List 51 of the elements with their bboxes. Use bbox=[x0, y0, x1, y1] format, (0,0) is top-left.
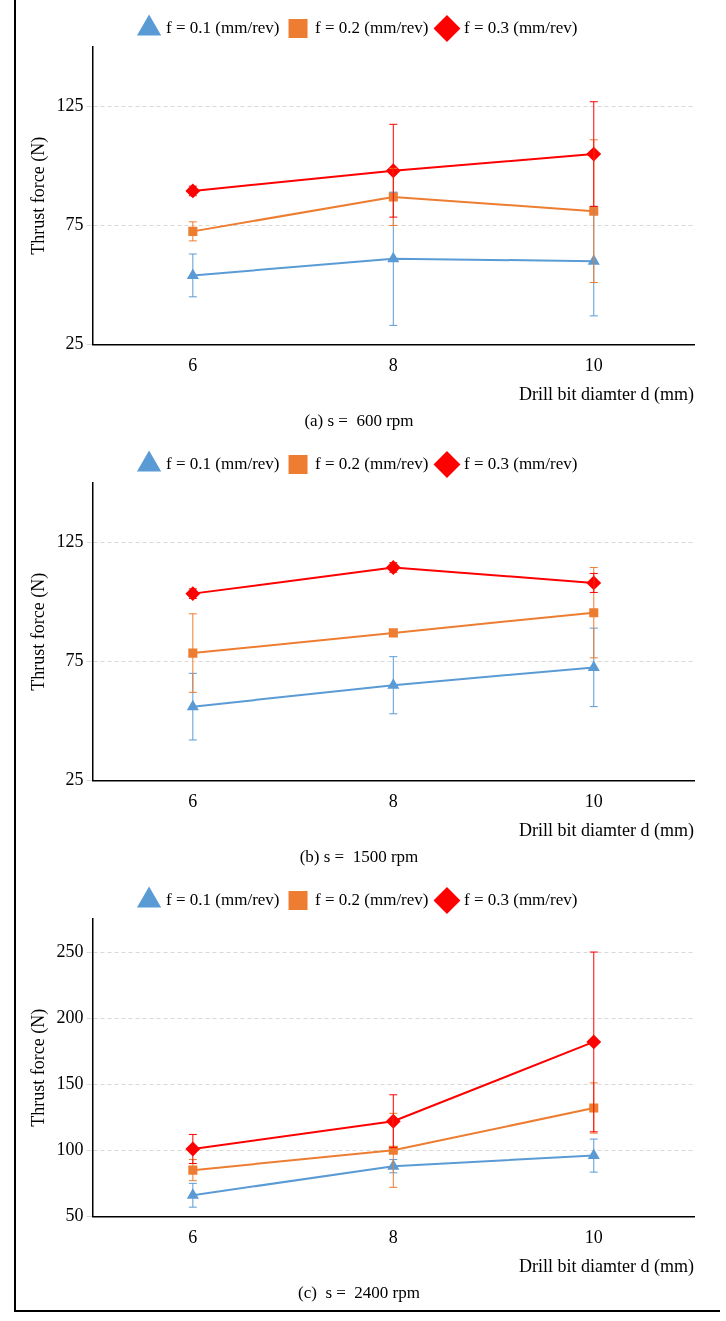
y-tick-label: 50 bbox=[65, 1205, 84, 1226]
point bbox=[187, 1189, 199, 1199]
legend-label: f = 0.1 (mm/rev) bbox=[166, 453, 280, 473]
point bbox=[185, 1141, 200, 1156]
x-tick-label: 10 bbox=[584, 790, 603, 811]
y-tick-label: 125 bbox=[56, 95, 84, 116]
y-tick-label: 200 bbox=[56, 1006, 84, 1027]
legend-label: f = 0.1 (mm/rev) bbox=[166, 889, 280, 909]
x-axis-title: Drill bit diamter d (mm) bbox=[519, 1255, 694, 1277]
x-tick-label: 8 bbox=[388, 354, 398, 375]
legend-label: f = 0.3 (mm/rev) bbox=[463, 889, 578, 909]
legend-label: f = 0.3 (mm/rev) bbox=[463, 453, 578, 473]
text: (a) s = 600 rpm bbox=[304, 411, 414, 431]
legend-label: f = 0.1 (mm/rev) bbox=[166, 17, 280, 37]
x-tick-label: 10 bbox=[584, 1226, 603, 1247]
x-axis-title: Drill bit diamter d (mm) bbox=[519, 819, 694, 841]
point bbox=[589, 206, 599, 216]
point bbox=[188, 226, 198, 236]
point bbox=[187, 269, 199, 279]
legend-label: f = 0.2 (mm/rev) bbox=[315, 17, 429, 37]
legend-label: f = 0.2 (mm/rev) bbox=[315, 453, 429, 473]
x-tick-label: 6 bbox=[188, 790, 198, 811]
y-tick-label: 100 bbox=[56, 1139, 84, 1160]
point bbox=[188, 648, 198, 658]
y-tick-label: 25 bbox=[65, 769, 84, 790]
legend-label: f = 0.2 (mm/rev) bbox=[315, 889, 429, 909]
y-tick-label: 250 bbox=[56, 940, 84, 961]
x-tick-label: 10 bbox=[584, 354, 603, 375]
point bbox=[588, 661, 600, 671]
x-tick-label: 6 bbox=[188, 354, 198, 375]
y-tick-label: 75 bbox=[65, 214, 84, 235]
point bbox=[387, 679, 399, 689]
x-axis-title: Drill bit diamter d (mm) bbox=[519, 383, 694, 405]
x-tick-label: 8 bbox=[388, 790, 398, 811]
text: (c) s = 2400 rpm bbox=[298, 1283, 420, 1303]
text: (b) s = 1500 rpm bbox=[299, 847, 419, 867]
y-axis-title: Thrust force (N) bbox=[27, 136, 49, 255]
x-tick-label: 8 bbox=[388, 1226, 398, 1247]
y-tick-label: 25 bbox=[65, 333, 84, 354]
y-tick-label: 75 bbox=[65, 650, 84, 671]
point bbox=[589, 608, 599, 618]
point bbox=[188, 1165, 198, 1175]
y-tick-label: 125 bbox=[56, 531, 84, 552]
legend-label: f = 0.3 (mm/rev) bbox=[463, 17, 578, 37]
point bbox=[586, 1034, 601, 1049]
y-axis-title: Thrust force (N) bbox=[27, 1008, 49, 1127]
point bbox=[586, 147, 601, 162]
y-axis-title: Thrust force (N) bbox=[27, 572, 49, 691]
point bbox=[187, 700, 199, 711]
y-tick-label: 150 bbox=[56, 1072, 84, 1093]
x-tick-label: 6 bbox=[188, 1226, 198, 1247]
